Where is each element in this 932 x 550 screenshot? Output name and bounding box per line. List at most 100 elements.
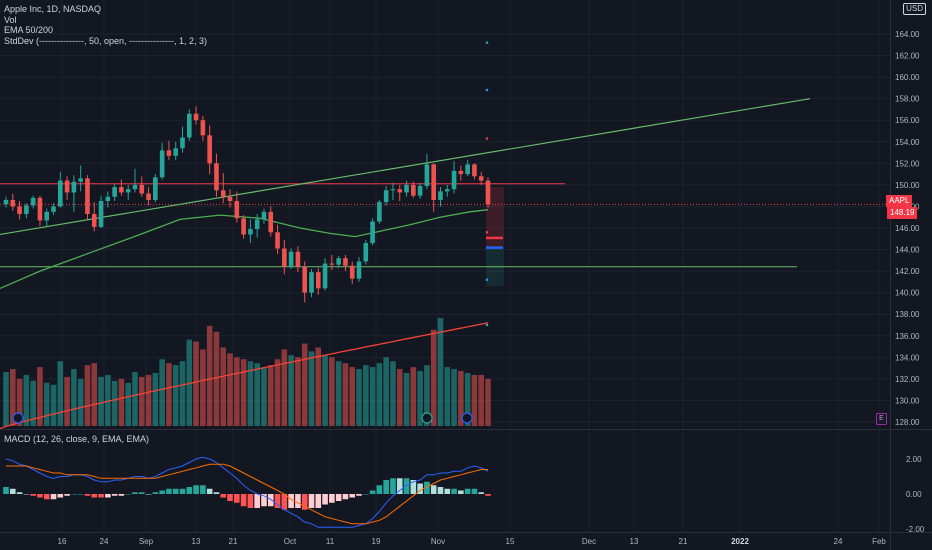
macd-histogram-bar	[64, 494, 70, 496]
candle	[288, 248, 294, 269]
time-tick-label: 24	[834, 537, 843, 546]
macd-histogram-bar	[105, 494, 111, 498]
price-tick-label: 160.00	[895, 73, 920, 82]
volume-bar	[430, 329, 437, 426]
time-tick-label: 21	[679, 537, 688, 546]
volume-bar	[335, 361, 342, 426]
currency-button[interactable]: USD	[903, 3, 926, 15]
earnings-badge[interactable]: E	[876, 413, 887, 425]
candle-body	[200, 120, 206, 136]
candle	[444, 184, 450, 197]
macd-histogram-bar	[186, 487, 193, 494]
stddev-label[interactable]: StdDev (---------------, 50, open, -----…	[4, 35, 207, 46]
volume-bar	[111, 380, 118, 426]
time-tick-label: 2022	[731, 537, 749, 546]
candle	[356, 257, 362, 282]
candle	[119, 179, 124, 196]
price-tick-label: 132.00	[895, 375, 920, 384]
volume-bar	[43, 382, 50, 426]
volume-bar	[84, 365, 91, 426]
macd-histogram-bar	[111, 494, 118, 496]
volume-bar	[369, 367, 376, 426]
volume-bar	[301, 343, 308, 426]
volume-bar	[417, 371, 423, 426]
volume-bar	[267, 365, 274, 426]
candle-body	[343, 258, 348, 266]
volume-bar	[105, 374, 111, 426]
candle-body	[349, 265, 355, 279]
volume-bar	[329, 357, 335, 426]
macd-histogram-bar	[234, 494, 240, 503]
macd-histogram-bar	[369, 490, 376, 494]
volume-bar	[342, 363, 349, 426]
candle	[30, 195, 36, 209]
macd-histogram-bar	[390, 478, 396, 494]
macd-tick-label: 0.00	[906, 490, 922, 499]
candle-body	[282, 248, 287, 267]
candle	[24, 203, 29, 219]
macd-histogram-bar	[335, 494, 342, 501]
candle	[37, 195, 43, 226]
candle	[377, 199, 382, 224]
volume-bar	[91, 363, 98, 426]
macd-histogram-bar	[329, 494, 335, 503]
macd-histogram-bar	[138, 492, 145, 494]
candle	[98, 195, 104, 228]
volume-bar	[485, 378, 491, 426]
price-tick-label: 164.00	[895, 30, 920, 39]
candle-body	[3, 199, 9, 205]
macd-histogram-bar	[444, 488, 451, 494]
candle-body	[458, 170, 464, 175]
volume-bar	[274, 359, 281, 426]
candle	[438, 187, 443, 207]
candle-body	[91, 213, 97, 227]
time-tick-label: 19	[372, 537, 381, 546]
candle-body	[309, 272, 314, 293]
macd-histogram-bar	[200, 485, 206, 494]
candle-body	[451, 170, 457, 190]
candle	[44, 208, 50, 226]
macd-histogram-bar	[342, 494, 349, 500]
macd-histogram-bar	[84, 494, 91, 496]
candle	[207, 125, 212, 175]
candle	[295, 246, 301, 273]
time-tick-label: 13	[192, 537, 201, 546]
candle-body	[411, 184, 416, 196]
event-marker-icon	[461, 412, 473, 424]
candle-body	[472, 164, 477, 177]
macd-histogram-bar	[485, 494, 491, 496]
candle-series	[3, 106, 491, 303]
candle-body	[85, 178, 90, 214]
volume-bar	[390, 361, 396, 426]
candle-body	[173, 148, 179, 156]
macd-histogram-bar	[356, 494, 362, 496]
macd-histogram-bar	[383, 480, 389, 494]
candle	[78, 165, 83, 192]
candle	[132, 168, 138, 193]
trend-line	[0, 98, 811, 236]
candle	[125, 184, 131, 200]
macd-histogram-bar	[213, 492, 220, 494]
volume-bar	[132, 372, 138, 426]
macd-histogram-bar	[132, 492, 138, 494]
candle	[51, 203, 56, 216]
candle	[309, 268, 314, 297]
macd-line	[5, 456, 489, 528]
volume-bar	[288, 355, 294, 426]
candle-body	[302, 266, 308, 293]
price-tick-label: 144.00	[895, 246, 920, 255]
candle-body	[207, 135, 212, 164]
macd-label[interactable]: MACD (12, 26, close, 9, EMA, EMA)	[4, 434, 150, 444]
volume-bar	[98, 376, 104, 426]
ema50-line	[0, 209, 489, 289]
volume-bar	[23, 374, 30, 426]
ema-label[interactable]: EMA 50/200	[4, 25, 54, 35]
volume-label[interactable]: Vol	[4, 14, 17, 25]
candle-body	[24, 205, 29, 214]
candle	[417, 182, 423, 199]
symbol-title[interactable]: Apple Inc, 1D, NASDAQ	[4, 4, 102, 14]
candle	[85, 175, 90, 220]
macd-histogram-bar	[281, 494, 288, 510]
candle	[248, 219, 253, 244]
